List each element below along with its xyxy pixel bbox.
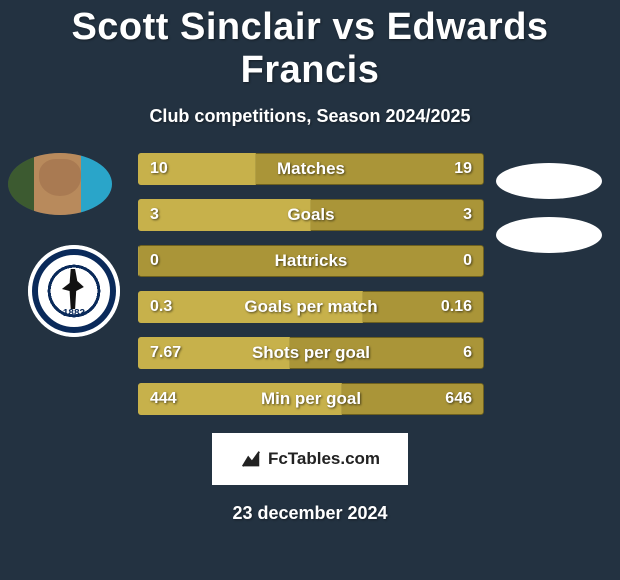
crest-year: 1883: [28, 308, 120, 319]
stat-row-goals-per-match: 0.3Goals per match0.16: [138, 291, 484, 323]
source-logo-text: FcTables.com: [268, 449, 380, 469]
blob-1: [496, 163, 602, 199]
stat-right-value: 0.16: [441, 291, 472, 323]
stat-label: Matches: [138, 153, 484, 185]
fctables-icon: [240, 448, 262, 470]
stat-row-matches: 10Matches19: [138, 153, 484, 185]
comparison-panel: 1883 10Matches19 3Goals3 0Hattricks0 0.3Goa…: [0, 153, 620, 524]
stat-row-goals: 3Goals3: [138, 199, 484, 231]
stat-label: Shots per goal: [138, 337, 484, 369]
stat-label: Hattricks: [138, 245, 484, 277]
stat-bars: 10Matches19 3Goals3 0Hattricks0 0.3Goals pe…: [138, 153, 484, 415]
source-logo: FcTables.com: [212, 433, 408, 485]
right-blobs: [496, 163, 602, 253]
player2-crest: 1883: [28, 245, 120, 337]
player1-face-placeholder: [8, 153, 112, 215]
stat-row-hattricks: 0Hattricks0: [138, 245, 484, 277]
stat-right-value: 3: [463, 199, 472, 231]
page-title: Scott Sinclair vs Edwards Francis: [0, 0, 620, 92]
stat-right-value: 6: [463, 337, 472, 369]
stat-right-value: 646: [445, 383, 472, 415]
avatars-column: 1883: [8, 153, 128, 337]
stat-right-value: 19: [454, 153, 472, 185]
stat-label: Min per goal: [138, 383, 484, 415]
club-crest: 1883: [28, 245, 120, 337]
stat-label: Goals: [138, 199, 484, 231]
player1-avatar: [8, 153, 112, 215]
stat-row-shots-per-goal: 7.67Shots per goal6: [138, 337, 484, 369]
stat-row-min-per-goal: 444Min per goal646: [138, 383, 484, 415]
date-text: 23 december 2024: [0, 503, 620, 524]
stat-label: Goals per match: [138, 291, 484, 323]
blob-2: [496, 217, 602, 253]
subtitle: Club competitions, Season 2024/2025: [0, 106, 620, 127]
stat-right-value: 0: [463, 245, 472, 277]
